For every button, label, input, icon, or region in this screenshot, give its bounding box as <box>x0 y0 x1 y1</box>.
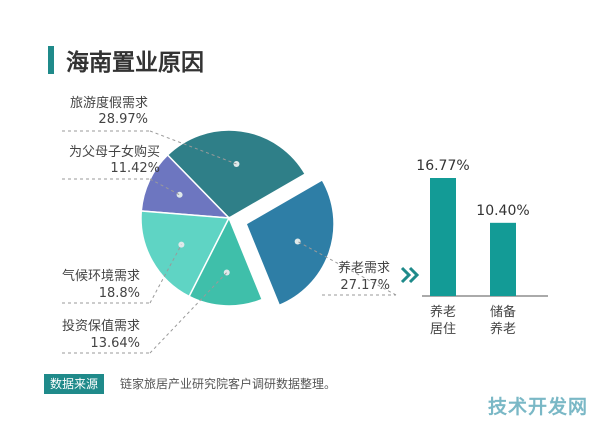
leader-line-investment <box>149 272 228 354</box>
pie-slice-marker <box>294 238 301 245</box>
pie-label-parents: 为父母子女购买 <box>69 144 160 160</box>
bar-category-label: 养老 <box>430 304 456 320</box>
pie-slice-marker <box>176 191 183 198</box>
watermark: 技术开发网 <box>487 396 588 418</box>
bar-category-label: 养老 <box>490 321 516 337</box>
bar-value-label: 10.40% <box>476 203 529 219</box>
page-title: 海南置业原因 <box>66 49 204 76</box>
pie-slice-climate <box>140 210 231 298</box>
source-badge: 数据来源 <box>44 374 105 394</box>
pie-label-retirement: 养老需求 <box>338 260 390 276</box>
bar-value-label: 16.77% <box>416 158 469 174</box>
pie-slice-parents <box>140 153 231 219</box>
bar-category-label: 居住 <box>430 322 456 337</box>
pie-slice-retirement <box>245 178 335 307</box>
pie-value-vacation: 28.97% <box>98 112 148 127</box>
pie-value-parents: 11.42% <box>110 161 160 176</box>
pie-chart <box>140 129 335 307</box>
bar-category-label: 储备 <box>490 304 516 320</box>
pie-label-vacation: 旅游度假需求 <box>70 95 148 111</box>
source-bar: 数据来源 链家旅居产业研究院客户调研数据整理。 <box>44 370 564 398</box>
pie-value-retirement: 27.17% <box>340 278 390 293</box>
pie-label-investment: 投资保值需求 <box>62 318 140 334</box>
leader-line-climate <box>149 244 182 304</box>
bar-2 <box>490 222 516 296</box>
pie-slice-investment <box>188 216 264 307</box>
chevron-arrow-icon <box>400 266 420 284</box>
title-accent-bar <box>48 46 54 74</box>
leader-line-retirement <box>297 241 397 296</box>
bar-1 <box>430 178 456 296</box>
source-text: 链家旅居产业研究院客户调研数据整理。 <box>120 377 337 391</box>
pie-value-climate: 18.8% <box>99 286 140 301</box>
pie-value-investment: 13.64% <box>90 336 140 351</box>
pie-label-climate: 气候环境需求 <box>62 268 140 284</box>
pie-slice-vacation <box>166 129 307 219</box>
